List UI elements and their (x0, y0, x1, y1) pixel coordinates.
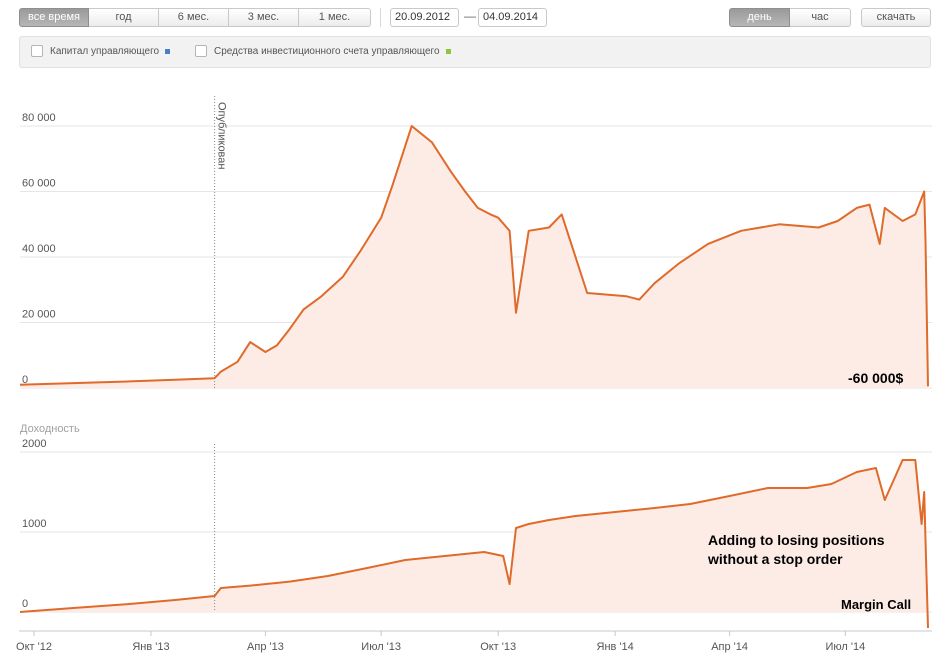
annotation-adding-line2: without a stop order (707, 551, 843, 567)
period-selector: все время год 6 мес. 3 мес. 1 мес. (19, 8, 371, 27)
annotation-margin-call: Margin Call (841, 597, 911, 612)
x-tick-label: Янв '14 (597, 641, 634, 653)
legend-label: Средства инвестиционного счета управляющ… (214, 45, 440, 57)
period-6m-button[interactable]: 6 мес. (159, 8, 229, 27)
y-tick-label: 40 000 (22, 243, 56, 255)
period-year-button[interactable]: год (89, 8, 159, 27)
interval-day-button[interactable]: день (729, 8, 790, 27)
x-tick-label: Окт '13 (480, 641, 516, 653)
x-tick-label: Апр '13 (247, 641, 284, 653)
period-all-button[interactable]: все время (19, 8, 89, 27)
published-label: Опубликован (216, 102, 228, 169)
annotation-loss: -60 000$ (848, 370, 903, 386)
interval-selector: день час (729, 8, 851, 27)
date-to-input[interactable]: 04.09.2014 (478, 8, 547, 27)
y-tick-label: 60 000 (22, 178, 56, 190)
toolbar-divider (380, 8, 381, 27)
series-line (19, 459, 929, 629)
date-dash: — (464, 9, 476, 23)
y-tick-label: 1000 (22, 518, 46, 530)
legend-swatch (165, 48, 171, 54)
y-tick-label: 2000 (22, 438, 46, 450)
y-axis-label: Доходность (20, 423, 80, 435)
y-tick-label: 0 (22, 374, 28, 386)
area-fill (20, 126, 928, 388)
legend-swatch (445, 48, 451, 54)
x-tick-label: Окт '12 (16, 641, 52, 653)
x-tick-label: Июл '14 (825, 641, 865, 653)
checkbox[interactable] (31, 45, 43, 57)
legend: Капитал управляющего Средства инвестицио… (19, 36, 931, 68)
annotation-adding-line1: Adding to losing positions (708, 532, 885, 548)
interval-hour-button[interactable]: час (790, 8, 851, 27)
legend-item-investment-funds[interactable]: Средства инвестиционного счета управляющ… (195, 45, 451, 57)
x-tick-label: Июл '13 (361, 641, 401, 653)
x-tick-label: Янв '13 (132, 641, 169, 653)
x-tick-label: Апр '14 (711, 641, 748, 653)
period-3m-button[interactable]: 3 мес. (229, 8, 299, 27)
download-button[interactable]: скачать (861, 8, 931, 27)
checkbox[interactable] (195, 45, 207, 57)
series-line (19, 125, 929, 387)
y-tick-label: 20 000 (22, 309, 56, 321)
date-from-input[interactable]: 20.09.2012 (390, 8, 459, 27)
legend-item-manager-capital[interactable]: Капитал управляющего (31, 45, 171, 57)
y-tick-label: 0 (22, 598, 28, 610)
legend-label: Капитал управляющего (50, 45, 160, 57)
period-1m-button[interactable]: 1 мес. (299, 8, 371, 27)
y-tick-label: 80 000 (22, 112, 56, 124)
